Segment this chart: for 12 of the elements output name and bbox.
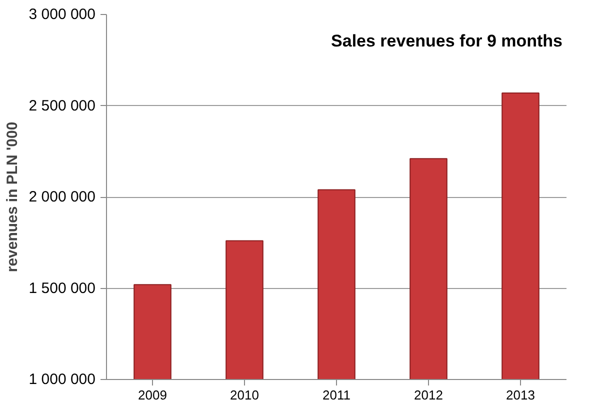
y-tick-label: 2 500 000 — [28, 97, 96, 114]
x-tick-label: 2012 — [414, 388, 443, 402]
x-tick-label: 2013 — [506, 388, 535, 402]
x-tick-label: 2010 — [230, 388, 259, 402]
y-tick-label: 2 000 000 — [28, 188, 96, 206]
y-axis-title: revenues in PLN '000 — [4, 122, 21, 272]
x-tick-label: 2009 — [138, 388, 167, 402]
y-tick-label: 1 000 000 — [28, 371, 96, 388]
y-tick-label: 3 000 000 — [28, 6, 96, 23]
x-tick-label: 2011 — [322, 388, 350, 402]
text: Sales revenues for 9 months — [331, 32, 563, 50]
y-tick-label: 1 500 000 — [28, 280, 96, 297]
